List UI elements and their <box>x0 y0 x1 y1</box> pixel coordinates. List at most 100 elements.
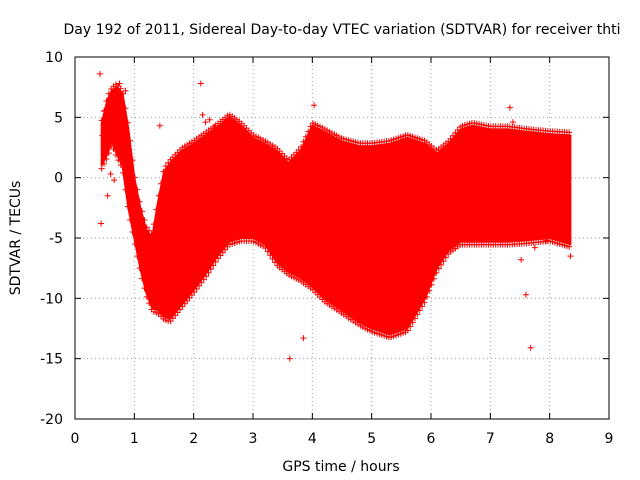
edge-point <box>210 262 217 269</box>
edge-point <box>411 315 418 322</box>
data-point <box>300 150 307 157</box>
edge-point <box>212 258 219 265</box>
edge-point <box>110 146 117 153</box>
edge-point <box>153 206 160 213</box>
data-point <box>102 150 109 157</box>
edge-point <box>566 129 573 136</box>
edge-point <box>139 275 146 282</box>
edge-point <box>298 143 305 150</box>
edge-point <box>203 273 210 280</box>
x-tick-label: 0 <box>71 431 80 447</box>
edge-point <box>165 159 172 166</box>
edge-point <box>103 155 110 162</box>
data-point <box>527 344 534 351</box>
y-tick-label: 5 <box>54 110 63 126</box>
edge-point <box>407 323 414 330</box>
edge-point <box>141 217 148 224</box>
edge-point <box>428 281 435 288</box>
edge-point <box>146 227 153 234</box>
x-tick-label: 9 <box>605 431 614 447</box>
x-tick-label: 8 <box>545 431 554 447</box>
edge-point <box>440 258 447 265</box>
edge-point <box>295 146 302 153</box>
edge-point <box>101 107 108 114</box>
x-tick-label: 5 <box>367 431 376 447</box>
edge-point <box>435 265 442 272</box>
edge-point <box>426 287 433 294</box>
y-tick-label: -15 <box>40 352 63 368</box>
edge-point <box>196 282 203 289</box>
y-tick-label: -5 <box>49 231 63 247</box>
edge-point <box>423 293 430 300</box>
data-point <box>105 138 112 145</box>
edge-point <box>409 319 416 326</box>
edge-point <box>141 285 148 292</box>
data-point <box>292 155 299 162</box>
edge-point <box>120 90 127 97</box>
x-tick-label: 7 <box>486 431 495 447</box>
data-point <box>211 123 218 130</box>
data-point <box>111 177 118 184</box>
edge-point <box>433 269 440 276</box>
edge-point <box>127 216 134 223</box>
edge-point <box>262 244 269 251</box>
x-tick-label: 1 <box>130 431 139 447</box>
edge-point <box>115 157 122 164</box>
data-point <box>531 244 538 251</box>
data-point <box>300 335 307 342</box>
edge-point <box>143 224 150 231</box>
y-tick-label: 10 <box>45 50 63 66</box>
data-point <box>522 291 529 298</box>
edge-point <box>438 261 445 268</box>
edge-point <box>305 128 312 135</box>
data-point <box>506 104 513 111</box>
edge-point <box>98 165 105 172</box>
edge-point <box>419 303 426 310</box>
edge-point <box>124 119 131 126</box>
data-point <box>96 70 103 77</box>
edge-point <box>300 138 307 145</box>
data-point <box>107 171 114 178</box>
edge-point <box>131 174 138 181</box>
edge-point <box>162 163 169 170</box>
edge-point <box>136 265 143 272</box>
edge-point <box>139 208 146 215</box>
axis-ticks: 0 1 2 3 4 5 6 7 8 9 -20 -15 -10 -5 0 5 10 <box>40 50 613 447</box>
edge-point <box>124 203 131 210</box>
y-tick-label: 0 <box>54 171 63 187</box>
data-point <box>156 210 163 217</box>
edge-point <box>105 90 112 97</box>
edge-point <box>148 231 155 238</box>
data-point <box>197 80 204 87</box>
edge-point <box>134 253 141 260</box>
y-tick-label: -20 <box>40 412 63 428</box>
edge-point <box>120 169 127 176</box>
edge-point <box>193 285 200 292</box>
x-tick-label: 6 <box>427 431 436 447</box>
edge-point <box>117 85 124 92</box>
data-point <box>518 256 525 263</box>
data-point <box>116 80 123 87</box>
x-tick-label: 3 <box>249 431 258 447</box>
edge-point <box>131 241 138 248</box>
edge-point <box>117 161 124 168</box>
edge-point <box>414 311 421 318</box>
edge-point <box>307 123 314 130</box>
edge-point <box>160 168 167 175</box>
y-axis-label: SDTVAR / TECUs <box>8 181 24 296</box>
edge-point <box>112 152 119 159</box>
data-point <box>206 116 213 123</box>
edge-point <box>158 180 165 187</box>
edge-point <box>101 160 108 167</box>
data-point <box>104 192 111 199</box>
edge-point <box>146 300 153 307</box>
edge-point <box>129 228 136 235</box>
edge-point <box>271 259 278 266</box>
edge-point <box>430 275 437 282</box>
edge-point <box>98 117 105 124</box>
data-point <box>509 119 516 126</box>
x-tick-label: 4 <box>308 431 317 447</box>
edge-point <box>103 98 110 105</box>
edge-point <box>134 186 141 193</box>
